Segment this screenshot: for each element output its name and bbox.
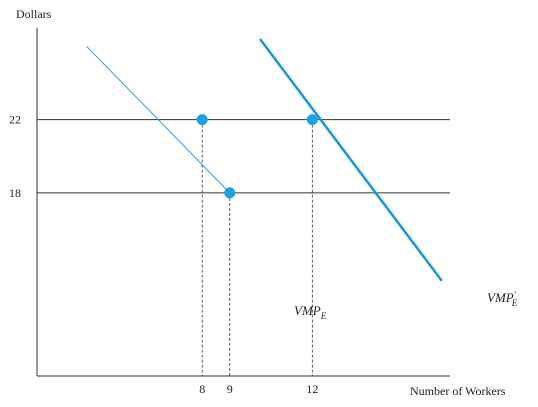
labels-group: Dollars Number of Workers 18 22 8 9 12 VMPE VMP′…: [9, 7, 518, 398]
point-9-18: [224, 187, 236, 199]
curve-label-2: VMP′ E: [487, 290, 518, 308]
x-tick-label-8: 8: [199, 382, 205, 396]
points-group: [196, 114, 318, 199]
y-axis-label: Dollars: [16, 7, 52, 21]
reference-lines: [37, 119, 450, 194]
series-group: [86, 38, 443, 282]
axes: [36, 28, 450, 377]
y-tick-label-18: 18: [9, 186, 21, 200]
x-axis-label: Number of Workers: [410, 384, 506, 398]
x-tick-label-9: 9: [227, 382, 233, 396]
curve-label-1: VMPE: [294, 303, 327, 321]
point-8-22: [196, 114, 208, 126]
drop-lines: [201, 119, 313, 376]
y-tick-label-22: 22: [9, 113, 21, 127]
x-tick-label-12: 12: [306, 382, 318, 396]
series-line-1: [86, 45, 231, 194]
point-12-22: [306, 114, 318, 126]
series-line-2: [258, 38, 443, 282]
